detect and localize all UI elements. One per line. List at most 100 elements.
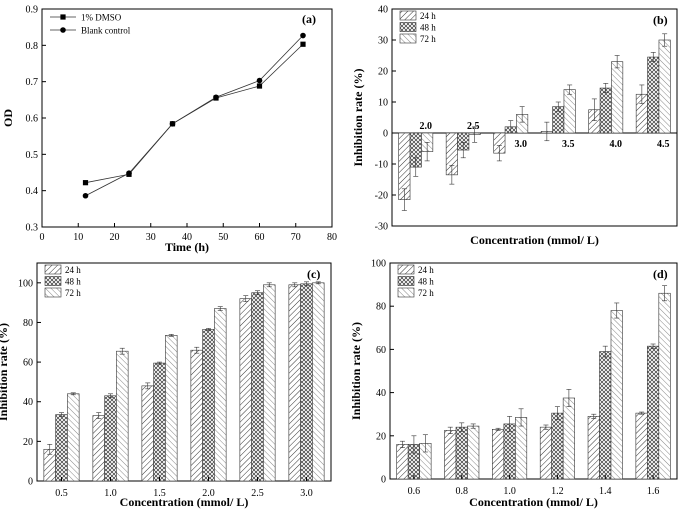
y-tick-label: -30 [375, 222, 388, 233]
y-axis-label: Inhibition rate (%) [351, 68, 365, 166]
y-tick-label: 80 [23, 318, 33, 329]
legend-swatch [397, 287, 415, 298]
legend-swatch [397, 264, 415, 275]
y-tick-label: 0.5 [26, 150, 39, 161]
y-tick-label: 0.8 [26, 41, 39, 52]
legend-swatch [44, 276, 62, 286]
x-tick-label: 3.0 [300, 488, 313, 499]
bar [611, 61, 624, 134]
bar [562, 397, 575, 480]
legend-swatch [44, 264, 62, 275]
legend-label: 72 h [420, 34, 436, 44]
bar [165, 335, 178, 482]
bar [515, 417, 528, 480]
bar [635, 412, 648, 480]
y-tick-label: 80 [376, 302, 386, 313]
bar [599, 351, 612, 480]
y-tick-label: 0 [381, 475, 386, 486]
legend-label: 48 h [418, 277, 434, 287]
x-tick-label: 1.6 [647, 486, 660, 497]
plot-frame [391, 8, 678, 227]
legend-label: 1% DMSO [81, 13, 122, 23]
x-tick-label: 4.0 [610, 139, 623, 150]
bar [92, 415, 105, 482]
bar [455, 426, 468, 480]
data-point-square [82, 180, 89, 186]
panel-label: (d) [653, 267, 668, 281]
legend-label: 48 h [420, 23, 436, 33]
x-axis-label: Time (h) [165, 240, 209, 254]
x-tick-label: 2.5 [467, 121, 480, 132]
bar [251, 292, 264, 482]
bar [396, 444, 409, 480]
x-tick-label: 70 [291, 232, 301, 243]
bar [599, 87, 612, 134]
y-tick-label: 0 [383, 129, 388, 140]
panel-d-bar-chart: 0 20 40 60 80 100 Inhibition rate (%) 0.6 0.8 1.0… [349, 259, 678, 509]
y-tick-label: -20 [375, 191, 388, 202]
data-point-circle [82, 192, 89, 199]
legend-swatch [399, 10, 417, 21]
y-tick-label: 20 [376, 431, 386, 442]
legend-swatch [397, 276, 415, 286]
bar [503, 423, 516, 480]
legend-label: 48 h [65, 277, 81, 287]
legend-label: 24 h [65, 265, 81, 275]
bar [141, 385, 154, 482]
bar [551, 412, 564, 480]
data-point-circle [213, 94, 219, 101]
series-line [85, 43, 304, 184]
y-tick-label: 20 [378, 67, 388, 78]
data-point-square [256, 83, 263, 89]
x-tick-label: 0.5 [55, 488, 68, 499]
legend-label: 72 h [418, 288, 434, 298]
y-tick-label: 0.3 [26, 223, 39, 234]
x-axis-label: Concentration (mmol/ L) [120, 495, 249, 509]
panel-c-bar-chart: 0 20 40 60 80 100 Inhibition rate (%) 0.5 1.0 1.5… [0, 262, 332, 509]
x-axis-label: Concentration (mmol/ L) [470, 233, 599, 247]
y-tick-label: 100 [371, 259, 386, 270]
legend-label: 24 h [420, 11, 436, 21]
y-tick-label: 100 [18, 278, 33, 289]
y-tick-label: -10 [375, 160, 388, 171]
y-tick-label: 40 [376, 388, 386, 399]
x-tick-label: 3.5 [562, 139, 575, 150]
bar [444, 430, 457, 480]
data-point-circle [169, 121, 176, 127]
data-point-circle [256, 77, 263, 84]
x-tick-label: 2.0 [202, 488, 215, 499]
x-tick-label: 30 [146, 232, 156, 243]
panel-a-line-chart: 0.3 0.4 0.5 0.6 0.7 0.8 0.9 OD 0 10 20 30 40 50 60 70 80… [1, 5, 337, 255]
bar [647, 56, 660, 134]
x-tick-label: 20 [110, 232, 120, 243]
bar [202, 329, 215, 482]
legend-marker-circle [60, 27, 66, 33]
panel-label: (a) [302, 12, 316, 26]
y-tick-label: 0.9 [26, 5, 39, 16]
x-tick-label: 4.5 [657, 139, 670, 150]
y-axis-label: OD [1, 109, 15, 127]
legend-label: Blank control [81, 26, 131, 36]
y-tick-label: 0.4 [26, 186, 39, 197]
bar [214, 308, 227, 482]
bar [153, 362, 166, 482]
bar [647, 345, 660, 480]
x-tick-label: 1.0 [104, 488, 117, 499]
bar [312, 282, 325, 482]
y-tick-label: 60 [23, 358, 33, 369]
y-tick-label: 40 [378, 5, 388, 16]
bar [658, 292, 671, 480]
panel-label: (b) [653, 13, 668, 27]
bar [239, 298, 252, 482]
bar [610, 310, 623, 480]
data-point-square [300, 41, 306, 47]
x-tick-label: 10 [73, 232, 83, 243]
bar [55, 414, 68, 482]
x-tick-label: 80 [327, 232, 337, 243]
legend-swatch [399, 22, 417, 32]
y-axis-label: Inhibition rate (%) [349, 322, 363, 420]
bar [587, 416, 600, 480]
y-tick-label: 20 [23, 437, 33, 448]
bar [263, 284, 276, 482]
